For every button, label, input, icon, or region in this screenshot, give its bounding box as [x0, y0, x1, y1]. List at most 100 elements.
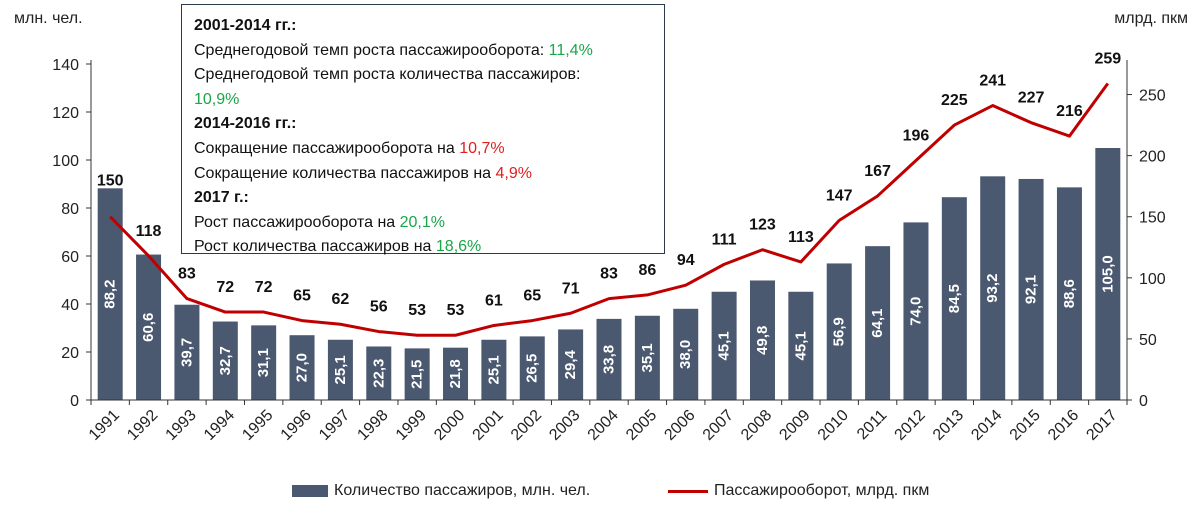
right-axis-unit: млрд. пкм [1114, 10, 1188, 27]
x-axis-tick-label: 1997 [316, 407, 353, 444]
bar [443, 347, 469, 400]
right-axis-tick-label: 250 [1139, 88, 1166, 105]
line-value-label: 167 [864, 163, 891, 180]
line-value-label: 53 [447, 302, 465, 319]
right-axis-tick-label: 100 [1139, 271, 1166, 288]
left-axis-unit: млн. чел. [14, 10, 83, 27]
note-line: Сокращение количества пассажиров на 4,9% [194, 164, 532, 182]
left-axis-tick-label: 120 [52, 105, 79, 122]
x-axis-tick-label: 1998 [354, 407, 391, 444]
bar-value-label: 88,6 [1061, 279, 1078, 308]
bar-value-label: 60,6 [140, 313, 157, 342]
note-section-title: 2017 г.: [194, 189, 249, 207]
legend: Количество пассажиров, млн. чел. Пассажи… [0, 478, 1200, 508]
line-value-label: 61 [485, 292, 503, 309]
line-value-label: 86 [638, 262, 656, 279]
left-axis-tick-label: 80 [61, 201, 79, 218]
note-line: Среднегодовой темп роста количества пасс… [194, 66, 581, 84]
bar-value-label: 29,4 [562, 349, 579, 379]
line-value-label: 118 [136, 223, 162, 240]
legend-line-label: Пассажирооборот, млрд. пкм [714, 482, 930, 499]
x-axis-tick-label: 1999 [393, 407, 430, 444]
x-axis-tick-label: 2008 [738, 407, 775, 444]
bar-value-label: 49,8 [754, 326, 771, 355]
left-axis-tick-label: 100 [52, 153, 79, 170]
line-value-label: 72 [216, 279, 234, 296]
line-value-label: 111 [712, 231, 737, 248]
line-series [109, 82, 1110, 337]
bar [673, 308, 699, 400]
x-axis-tick-label: 2011 [854, 407, 890, 443]
bar-value-label: 35,1 [639, 343, 656, 372]
line-value-label: 62 [332, 291, 350, 308]
right-axis-tick-label: 0 [1139, 393, 1148, 410]
bar-value-label: 21,5 [409, 360, 426, 389]
bar-value-label: 93,2 [984, 274, 1001, 303]
line-value-label: 241 [979, 73, 1006, 90]
right-axis-tick-label: 200 [1139, 149, 1166, 166]
bar-value-label: 25,1 [485, 355, 502, 384]
x-axis-tick-label: 2000 [431, 407, 468, 444]
left-axis-tick-label: 60 [61, 249, 79, 266]
note-positive-value: 10,9% [194, 90, 240, 108]
bar [174, 304, 200, 400]
line-value-label: 227 [1018, 90, 1045, 107]
legend-item-bars: Количество пассажиров, млн. чел. [292, 482, 590, 500]
line-value-label: 83 [600, 266, 618, 283]
x-axis-tick-label: 2002 [508, 407, 545, 444]
bar-value-label: 25,1 [332, 355, 349, 384]
line-value-label: 56 [370, 299, 388, 316]
bar [519, 336, 545, 400]
line-value-label: 65 [523, 288, 541, 305]
bar [711, 291, 737, 400]
note-positive-value: 18,6% [435, 238, 482, 256]
legend-bar-swatch [292, 485, 328, 497]
bar [596, 318, 622, 400]
bar [941, 197, 967, 400]
line-value-label: 216 [1056, 103, 1083, 120]
bar [749, 280, 775, 400]
x-axis-tick-label: 2010 [815, 407, 852, 444]
line-value-label: 113 [788, 229, 814, 246]
bar-value-label: 64,1 [869, 308, 886, 337]
note-line: Рост количества пассажиров на 18,6% [194, 238, 482, 256]
bar-value-label: 105,0 [1099, 255, 1116, 293]
note-line: Сокращение пассажирооборота на 10,7% [194, 139, 505, 157]
x-axis-tick-label: 1992 [124, 407, 161, 444]
bar [136, 254, 162, 400]
bar-value-label: 45,1 [792, 331, 809, 360]
x-axis-tick-label: 2007 [700, 407, 737, 444]
line-value-label: 123 [749, 217, 776, 234]
x-axis-tick-label: 2006 [661, 407, 698, 444]
note-section-title: 2014-2016 гг.: [194, 115, 297, 133]
note-positive-value: 11,4% [548, 41, 593, 59]
bar [826, 263, 852, 400]
bar-value-label: 21,8 [447, 359, 464, 388]
note-line: Среднегодовой темп роста пассажирооборот… [194, 41, 593, 59]
x-axis-tick-label: 2003 [546, 407, 583, 444]
bar [865, 246, 891, 400]
line-value-label: 72 [255, 279, 273, 296]
bar [404, 348, 430, 400]
bar [1056, 187, 1082, 400]
bar-value-label: 26,5 [524, 354, 541, 383]
bar [1095, 148, 1121, 400]
bar-value-label: 27,0 [294, 353, 311, 382]
bar [327, 339, 353, 400]
note-section-title: 2001-2014 гг.: [194, 17, 297, 34]
note-line: Рост пассажирооборота на 20,1% [194, 213, 445, 231]
bar-value-label: 31,1 [255, 348, 272, 377]
right-axis-tick-label: 50 [1139, 332, 1157, 349]
x-axis-tick-label: 2001 [470, 407, 507, 444]
line-value-label: 225 [941, 92, 968, 109]
bar-value-label: 33,8 [601, 345, 618, 374]
x-axis-tick-label: 1994 [201, 407, 238, 444]
bar [212, 321, 238, 400]
bar [251, 325, 277, 400]
x-axis-tick-label: 1996 [278, 407, 315, 444]
x-axis-tick-label: 1995 [239, 407, 276, 444]
bar-value-label: 45,1 [716, 331, 733, 360]
line-value-label: 65 [293, 288, 311, 305]
line-value-label: 150 [97, 173, 124, 190]
line-value-label: 71 [562, 280, 580, 297]
